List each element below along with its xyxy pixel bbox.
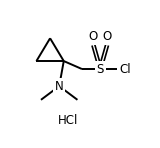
Text: HCl: HCl: [58, 114, 79, 127]
Text: S: S: [96, 63, 104, 75]
Text: N: N: [55, 80, 64, 93]
Text: Cl: Cl: [119, 63, 131, 75]
Text: O: O: [89, 30, 98, 43]
Text: O: O: [102, 30, 112, 43]
